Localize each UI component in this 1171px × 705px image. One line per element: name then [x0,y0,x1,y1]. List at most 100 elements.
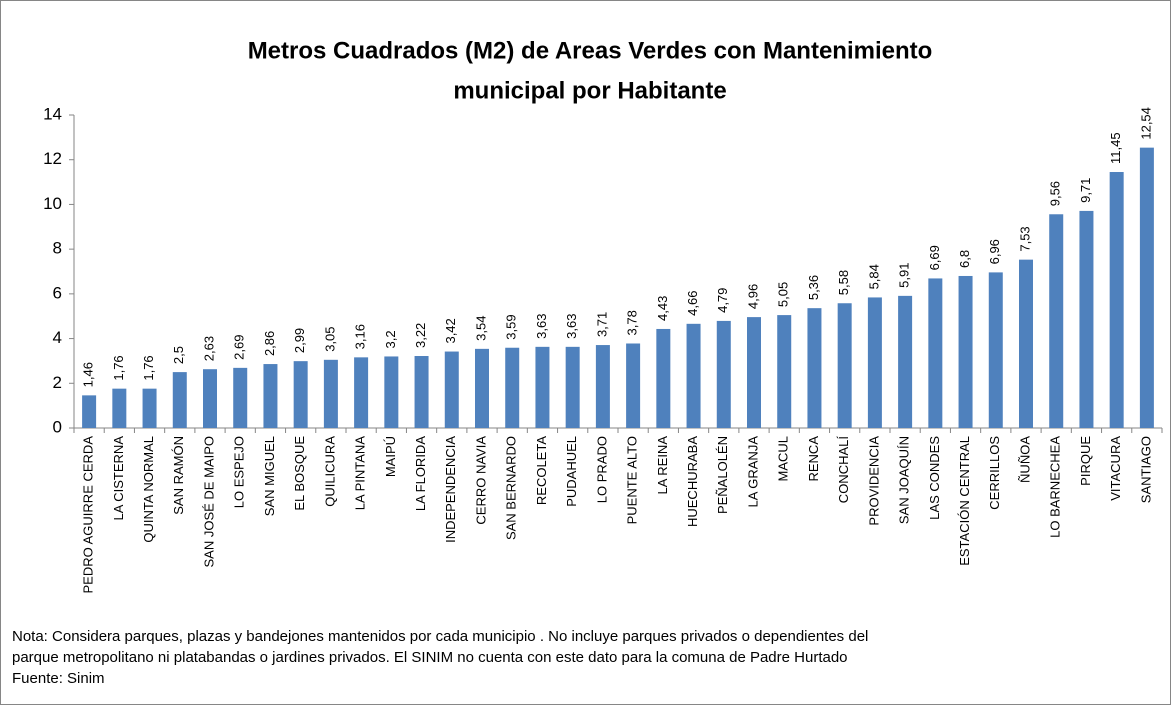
bar [112,388,127,428]
bar [203,369,217,428]
bar [323,359,338,428]
value-label: 4,43 [655,296,670,321]
value-label: 5,36 [806,275,821,300]
bar [444,351,459,428]
value-label: 3,54 [473,316,488,341]
x-tick-label: RENCA [806,436,821,482]
value-label: 9,56 [1048,181,1063,206]
value-label: 2,69 [232,335,247,360]
value-label: 3,42 [443,318,458,343]
value-label: 3,71 [594,312,609,337]
value-label: 7,53 [1017,226,1032,251]
value-label: 5,84 [866,264,881,289]
y-tick-label: 14 [43,104,62,123]
bar [505,347,520,428]
x-tick-label: SAN JOAQUÍN [897,436,912,524]
value-label: 9,71 [1078,178,1093,203]
bar [1109,172,1124,428]
bar [898,295,913,428]
x-tick-label: MACUL [776,436,791,482]
x-tick-label: SAN BERNARDO [504,436,519,540]
bar [293,361,308,428]
bar [686,323,701,428]
x-tick-label: PROVIDENCIA [866,436,881,526]
value-label: 3,63 [564,314,579,339]
bar [142,388,157,428]
note: parque metropolitano ni platabandas o ja… [12,649,848,666]
value-label: 12,54 [1138,107,1153,140]
value-label: 3,22 [413,323,428,348]
value-label: 4,96 [745,284,760,309]
note: Fuente: Sinim [12,670,105,687]
bar [747,317,761,428]
value-label: 3,59 [504,314,519,339]
x-tick-label: EL BOSQUE [292,436,307,511]
x-tick-label: LA CISTERNA [111,436,126,521]
x-tick-label: LAS CONDES [927,436,942,520]
x-tick-label: LA REINA [655,436,670,495]
x-tick-label: PUDAHUEL [564,436,579,507]
x-tick-label: PIRQUE [1078,436,1093,486]
y-tick-label: 8 [53,239,62,258]
value-label: 11,45 [1108,132,1123,164]
bar [656,328,671,428]
x-tick-label: ESTACIÓN CENTRAL [957,436,972,566]
bar [414,356,429,428]
value-label: 3,63 [534,314,549,339]
chart-title: municipal por Habitante [453,77,726,104]
x-tick-label: QUINTA NORMAL [141,436,156,543]
x-tick-label: LA FLORIDA [413,436,428,511]
bar [988,272,1003,428]
x-tick-label: HUECHURABA [685,436,700,527]
x-tick-label: RECOLETA [534,436,549,505]
note: Nota: Considera parques, plazas y bandej… [12,628,868,645]
x-tick-label: LO BARNECHEA [1048,436,1063,538]
value-label: 6,69 [927,245,942,270]
x-tick-label: LO ESPEJO [232,436,247,508]
y-tick-label: 12 [43,149,62,168]
x-tick-label: VITACURA [1108,436,1123,501]
value-label: 3,16 [353,324,368,349]
value-label: 4,79 [715,288,730,313]
value-label: 5,58 [836,270,851,295]
x-tick-label: PEDRO AGUIRRE CERDA [81,436,96,594]
bar [172,372,187,428]
x-tick-label: PUENTE ALTO [625,436,640,524]
value-label: 2,99 [292,328,307,353]
bar [928,278,943,428]
value-label: 2,5 [171,346,186,364]
value-label: 1,76 [111,355,126,380]
bar [777,315,792,428]
value-label: 1,46 [81,362,96,387]
bar [716,320,731,428]
value-label: 2,63 [201,336,216,361]
bar [867,297,882,428]
value-label: 4,66 [685,291,700,316]
bar [958,275,973,428]
x-tick-label: SAN RAMÓN [171,436,186,515]
bar [1139,147,1154,429]
bar [837,303,852,428]
x-tick-label: CERRILLOS [987,436,1002,510]
bar [233,367,248,428]
value-label: 5,05 [776,282,791,307]
y-tick-label: 2 [53,373,62,392]
bar [626,343,641,428]
value-label: 5,91 [897,263,912,288]
bar [565,346,580,428]
x-tick-label: LA PINTANA [353,436,368,511]
x-tick-label: LO PRADO [594,436,609,503]
x-tick-label: CONCHALÍ [836,436,851,504]
bar [475,348,489,428]
x-tick-label: LA GRANJA [745,436,760,508]
x-tick-label: QUILICURA [322,436,337,507]
y-tick-label: 4 [53,328,62,347]
x-tick-label: INDEPENDENCIA [443,436,458,543]
bar [354,357,369,428]
value-label: 6,96 [987,239,1002,264]
x-tick-label: ÑUÑOA [1017,436,1032,483]
x-tick-label: SAN MIGUEL [262,436,277,516]
value-label: 3,05 [322,326,337,351]
bar [1049,214,1064,428]
